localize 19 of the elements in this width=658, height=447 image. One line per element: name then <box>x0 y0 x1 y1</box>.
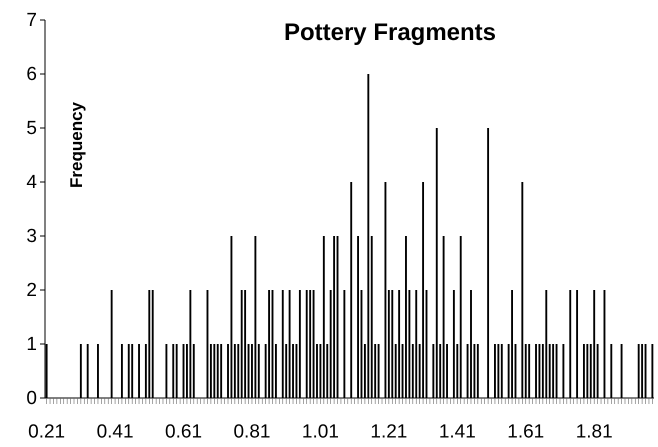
y-axis-title: Frequency <box>67 101 86 188</box>
x-tick-label: 1.21 <box>370 421 408 442</box>
y-tick-label: 7 <box>26 10 37 32</box>
y-tick-label: 2 <box>26 280 37 302</box>
y-tick-label: 1 <box>26 334 37 356</box>
x-tick-label: 1.81 <box>576 421 613 442</box>
x-tick-label: 0.61 <box>165 421 202 442</box>
y-tick-label: 3 <box>26 226 37 248</box>
x-tick-label: 0.81 <box>233 421 270 442</box>
y-tick-label: 6 <box>26 64 37 86</box>
y-tick-label: 4 <box>26 172 38 194</box>
x-tick-label: 0.41 <box>96 421 134 442</box>
y-tick-label: 5 <box>26 118 37 140</box>
x-tick-label: 0.21 <box>28 421 66 442</box>
x-tick-label: 1.01 <box>302 421 339 442</box>
chart-title: Pottery Fragments <box>284 19 496 46</box>
x-tick-label: 1.61 <box>507 421 544 442</box>
y-tick-label: 0 <box>26 388 37 410</box>
x-tick-label: 1.41 <box>438 421 476 442</box>
